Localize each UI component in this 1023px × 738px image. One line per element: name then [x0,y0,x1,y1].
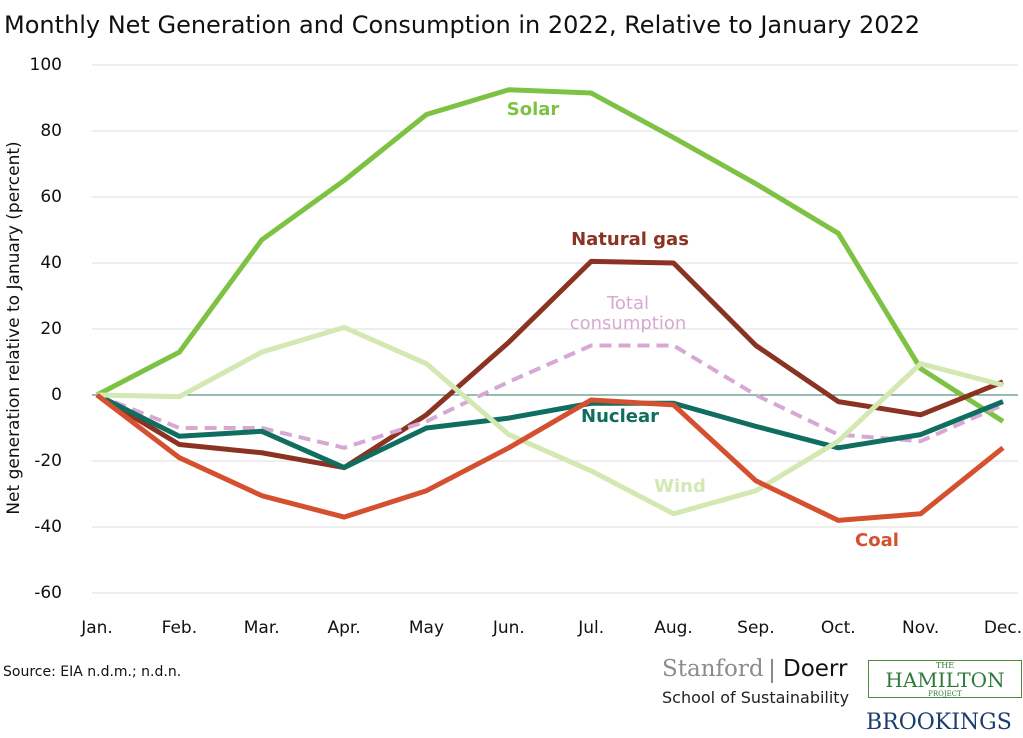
x-tick-label: Jan. [80,618,113,638]
series-label: Natural gas [571,229,689,250]
x-tick-label: Dec. [984,618,1022,638]
series-label: Wind [654,476,706,497]
series-line [95,392,1004,471]
series-label: Total consumption [569,293,687,334]
y-axis-label: Net generation relative to January (perc… [4,141,24,514]
x-tick-label: Jun. [492,618,525,638]
hamilton-project: PROJECT [928,690,962,698]
series-label: Coal [855,530,899,551]
x-tick-label: Nov. [902,618,939,638]
series-line [96,343,1004,450]
y-tick-label: 100 [30,55,62,75]
series-label: Solar [506,99,560,120]
hamilton-name: HAMILTON [885,668,1005,692]
chart-title: Monthly Net Generation and Consumption i… [4,11,920,39]
series-line [95,258,1004,471]
hamilton-logo: THE HAMILTON PROJECT [868,660,1022,698]
x-tick-label: Feb. [162,618,198,638]
x-tick-label: Jul. [577,618,604,638]
x-tick-label: Apr. [327,618,360,638]
y-tick-label: 40 [40,253,62,273]
y-tick-label: 20 [40,319,62,339]
x-tick-label: May [409,618,444,638]
series-line [95,87,1005,424]
x-tick-label: Oct. [821,618,856,638]
logo-separator [771,659,773,683]
y-tick-label: 60 [40,187,62,207]
stanford-logo: Stanford [662,656,764,682]
x-tick-label: Sep. [737,618,774,638]
series-line [95,393,1005,523]
y-tick-label: 0 [51,385,62,405]
x-tick-label: Aug. [654,618,693,638]
series-line [96,324,1004,517]
series-label: Nuclear [581,406,659,427]
y-tick-label: -20 [34,451,62,471]
hamilton-the: THE [935,661,955,670]
x-tick-label: Mar. [244,618,280,638]
source: Source: EIA n.d.m.; n.d.n. [3,664,182,680]
brookings-logo: BROOKINGS [866,710,1012,735]
y-tick-label: 80 [40,121,62,141]
school-name: School of Sustainability [662,688,850,707]
y-tick-label: -60 [34,583,62,603]
y-tick-label: -40 [34,517,62,537]
doerr-logo: Doerr [783,656,848,682]
